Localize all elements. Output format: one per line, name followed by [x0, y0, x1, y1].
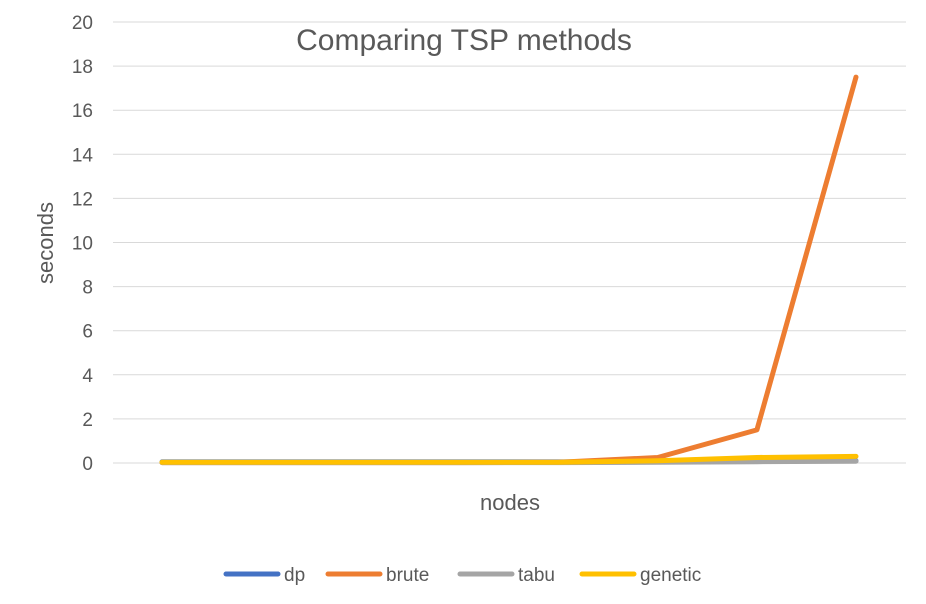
legend-label-tabu: tabu	[518, 565, 555, 586]
y-axis-ticks: 0 2 4 6 8 10 12 14 16 18 20	[72, 13, 94, 475]
y-tick-label: 2	[82, 410, 93, 431]
y-tick-label: 14	[72, 145, 94, 166]
y-tick-label: 0	[82, 454, 93, 475]
legend: dp brute tabu genetic	[223, 565, 701, 586]
y-axis-title: seconds	[33, 202, 58, 284]
legend-item-brute: brute	[325, 565, 429, 586]
legend-item-genetic: genetic	[579, 565, 701, 586]
y-tick-label: 10	[72, 234, 93, 255]
y-tick-label: 16	[72, 101, 93, 122]
legend-item-tabu: tabu	[457, 565, 555, 586]
chart-title: Comparing TSP methods	[296, 24, 632, 57]
y-tick-label: 4	[82, 366, 93, 387]
gridlines	[113, 21, 906, 464]
series-line-genetic	[159, 453, 859, 465]
series-lines	[159, 74, 859, 466]
y-tick-label: 6	[82, 322, 93, 343]
y-tick-label: 18	[72, 57, 93, 78]
y-tick-label: 8	[82, 278, 93, 299]
x-axis-title: nodes	[480, 490, 540, 515]
series-line-brute	[159, 74, 859, 466]
legend-label-dp: dp	[284, 565, 305, 586]
y-tick-label: 20	[72, 13, 93, 34]
legend-label-genetic: genetic	[640, 565, 701, 586]
legend-item-dp: dp	[223, 565, 305, 586]
y-tick-label: 12	[72, 189, 93, 210]
legend-label-brute: brute	[386, 565, 429, 586]
